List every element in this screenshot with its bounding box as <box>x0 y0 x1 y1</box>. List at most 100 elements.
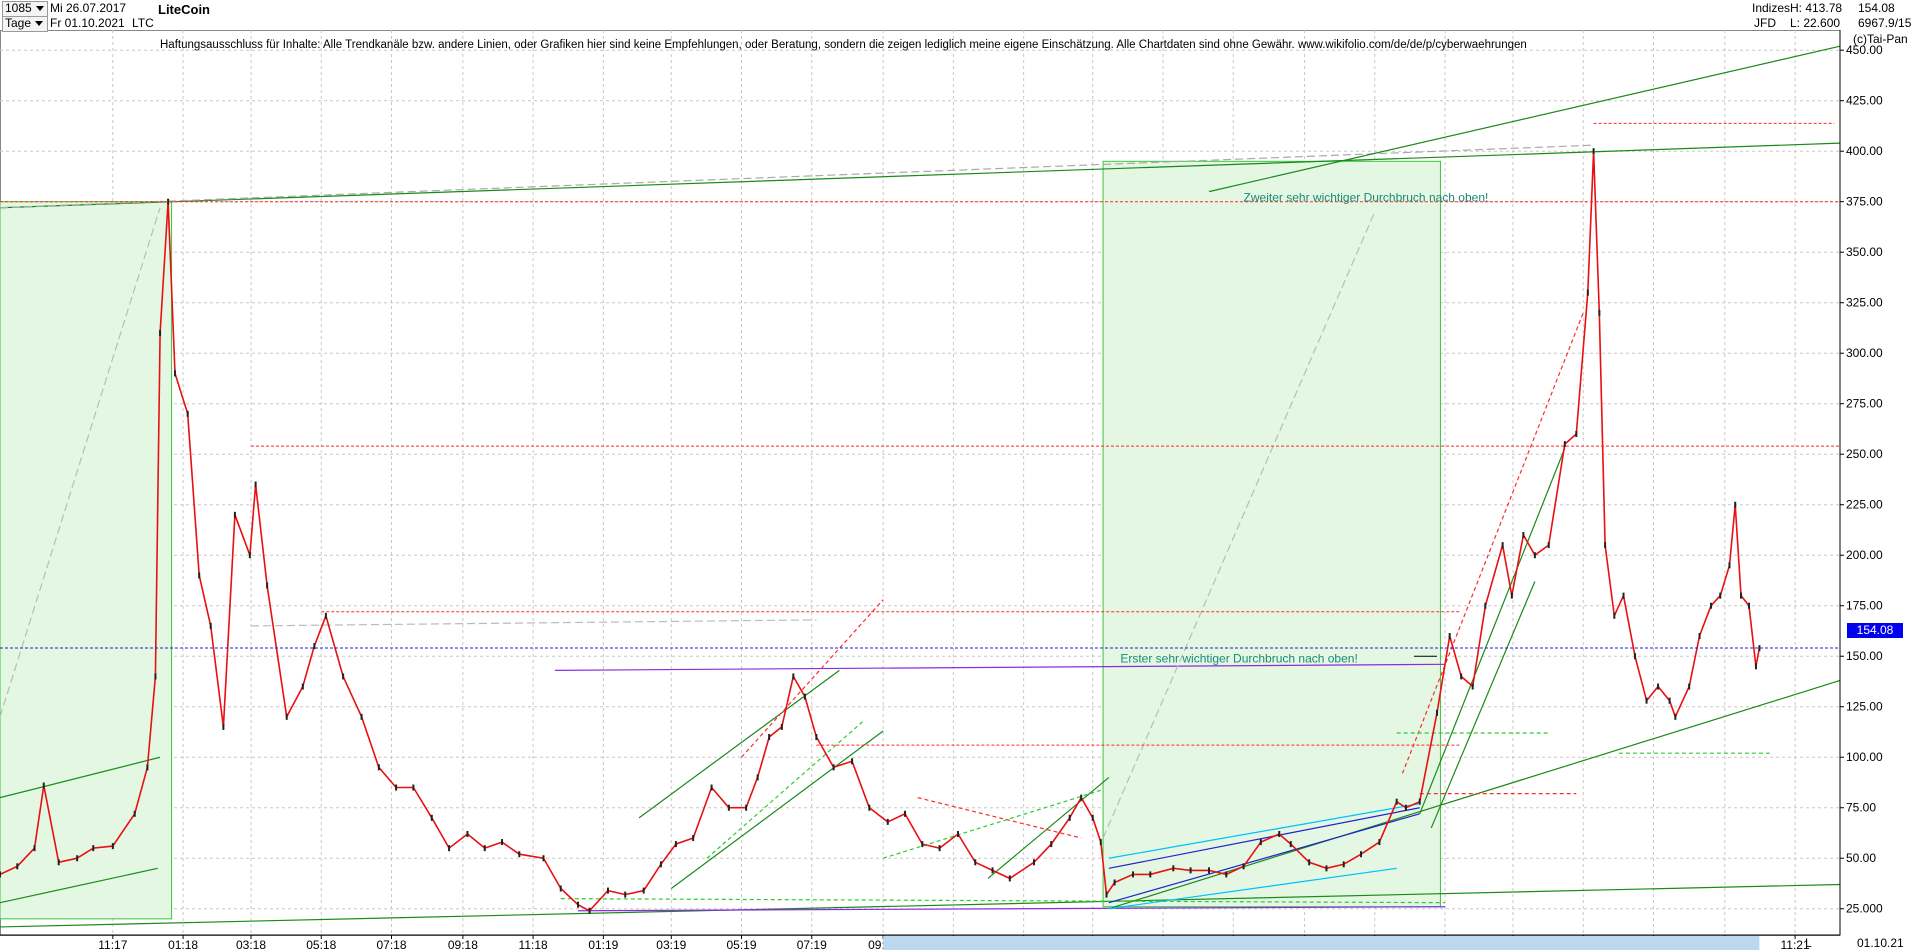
last-price-badge: 154.08 <box>1847 623 1903 638</box>
price-point <box>1435 709 1438 716</box>
price-point <box>710 784 713 791</box>
price-point <box>974 859 977 866</box>
price-point <box>1645 697 1648 704</box>
price-point <box>342 673 345 680</box>
price-point <box>1395 798 1398 805</box>
y-tick-label: 125.00 <box>1846 700 1883 714</box>
price-point <box>1484 602 1487 609</box>
price-point <box>248 552 251 559</box>
price-point <box>938 845 941 852</box>
high-label: H: 413.78 <box>1790 1 1843 15</box>
timeframe-value[interactable]: Tage <box>5 16 44 31</box>
price-point <box>76 855 79 862</box>
price-point <box>692 835 695 842</box>
price-point <box>377 764 380 771</box>
price-point <box>1592 148 1595 155</box>
x-tick-label: 01:19 <box>588 938 618 952</box>
price-point <box>42 782 45 789</box>
y-tick-label: 275.00 <box>1846 397 1883 411</box>
y-tick-label: 400.00 <box>1846 144 1883 158</box>
trend-line <box>0 883 1841 928</box>
price-point <box>1242 863 1245 870</box>
trend-line <box>638 669 840 819</box>
price-point <box>466 830 469 837</box>
price-point <box>57 859 60 866</box>
price-point <box>198 572 201 579</box>
price-point <box>1563 441 1566 448</box>
trend-line <box>1102 211 1376 839</box>
price-point <box>792 673 795 680</box>
price-point <box>815 734 818 741</box>
price-point <box>674 841 677 848</box>
price-point <box>154 673 157 680</box>
y-tick-label: 450.00 <box>1846 43 1883 57</box>
price-point <box>209 622 212 629</box>
price-point <box>1471 683 1474 690</box>
y-tick-label: 225.00 <box>1846 498 1883 512</box>
scale-mode-button[interactable]: L <box>1805 936 1812 950</box>
annotation-text: Erster sehr wichtiger Durchbruch nach ob… <box>1120 651 1357 665</box>
price-point <box>577 901 580 908</box>
x-tick-label: 03:19 <box>656 938 686 952</box>
price-point <box>1149 871 1152 878</box>
price-point <box>1278 830 1281 837</box>
copyright-label: (c)Tai-Pan <box>1853 32 1908 46</box>
end-date-label: 01.10.21 <box>1857 936 1904 950</box>
price-point <box>1289 841 1292 848</box>
zone-rect <box>0 201 173 920</box>
trend-line <box>1108 679 1841 910</box>
price-point <box>1501 542 1504 549</box>
price-point <box>1547 542 1550 549</box>
extra-value: 6967.9/15 <box>1858 16 1912 30</box>
price-point <box>1050 841 1053 848</box>
price-point <box>642 887 645 894</box>
x-tick-label: 11:17 <box>98 938 127 952</box>
price-point <box>1172 865 1175 872</box>
low-label: L: 22.600 <box>1790 16 1841 30</box>
price-point <box>1634 653 1637 660</box>
category-label: Indizes <box>1752 1 1791 15</box>
price-point <box>1189 867 1192 874</box>
price-point <box>1308 859 1311 866</box>
date-to: Fr 01.10.2021 <box>50 16 125 30</box>
price-point <box>606 887 609 894</box>
price-point <box>167 198 170 205</box>
price-point <box>1734 501 1737 508</box>
time-range-strip <box>883 936 1760 950</box>
price-point <box>285 713 288 720</box>
axes: 25.000 50.00 75.00 100.00 125.00 150.00 175.00… <box>0 30 1883 952</box>
annotations: Erster sehr wichtiger Durchbruch nach ob… <box>1120 191 1488 666</box>
timeframe-select[interactable] <box>2 16 48 32</box>
y-tick-label: 200.00 <box>1846 548 1883 562</box>
price-point <box>412 784 415 791</box>
price-point <box>0 871 1 878</box>
price-point <box>448 845 451 852</box>
price-point <box>1657 683 1660 690</box>
price-point <box>1068 814 1071 821</box>
trend-line <box>882 788 1104 859</box>
price-point <box>92 845 95 852</box>
price-point <box>1748 602 1751 609</box>
price-point <box>266 582 269 589</box>
price-point <box>1032 859 1035 866</box>
price-point <box>1604 542 1607 549</box>
trend-line <box>0 144 1594 209</box>
price-point <box>886 818 889 825</box>
price-point <box>395 784 398 791</box>
price-point <box>1342 861 1345 868</box>
price-point <box>301 683 304 690</box>
y-tick-label: 100.00 <box>1846 750 1883 764</box>
price-point <box>313 643 316 650</box>
price-point <box>233 511 236 518</box>
price-point <box>1418 798 1421 805</box>
price-point <box>430 814 433 821</box>
chevron-down-icon <box>35 6 44 12</box>
trend-lines <box>0 45 1841 928</box>
price-point <box>1668 697 1671 704</box>
price-point <box>1622 592 1625 599</box>
bar-count-value[interactable]: 1085 <box>5 1 44 16</box>
price-point <box>1719 592 1722 599</box>
plot-frame <box>0 30 1841 936</box>
price-point <box>1754 663 1757 670</box>
